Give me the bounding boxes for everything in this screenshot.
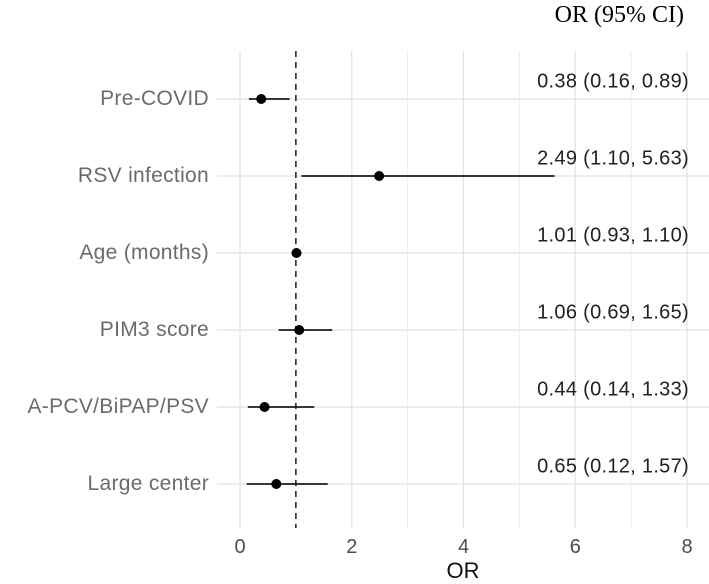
row-label: RSV infection [77, 164, 209, 187]
or-ci-value: 2.49 (1.10, 5.63) [537, 147, 689, 170]
or-point [259, 402, 270, 412]
x-tick-label: 4 [457, 536, 470, 558]
or-ci-column-header: OR (95% CI) [554, 2, 684, 28]
x-tick-label: 8 [681, 536, 693, 558]
x-tick-label: 0 [234, 536, 246, 558]
or-point [294, 325, 305, 335]
x-tick-label: 2 [346, 536, 358, 558]
x-tick-label: 6 [569, 536, 581, 558]
or-ci-value: 1.01 (0.93, 1.10) [537, 224, 689, 247]
or-point [291, 248, 302, 258]
or-ci-value: 0.44 (0.14, 1.33) [537, 378, 689, 401]
row-label: PIM3 score [99, 318, 209, 341]
row-label: Pre-COVID [100, 87, 209, 110]
row-label: A-PCV/BiPAP/PSV [27, 395, 209, 418]
or-point [271, 479, 282, 489]
or-point [256, 94, 267, 104]
row-label: Age (months) [79, 241, 209, 264]
or-ci-value: 0.38 (0.16, 0.89) [537, 70, 689, 93]
plot-panel [217, 51, 709, 528]
or-point [374, 171, 385, 181]
or-ci-value: 1.06 (0.69, 1.65) [537, 301, 689, 324]
forest-plot-canvas [217, 51, 709, 528]
x-axis-title: OR [446, 558, 480, 583]
row-label: Large center [87, 472, 209, 495]
or-ci-value: 0.65 (0.12, 1.57) [537, 455, 689, 478]
